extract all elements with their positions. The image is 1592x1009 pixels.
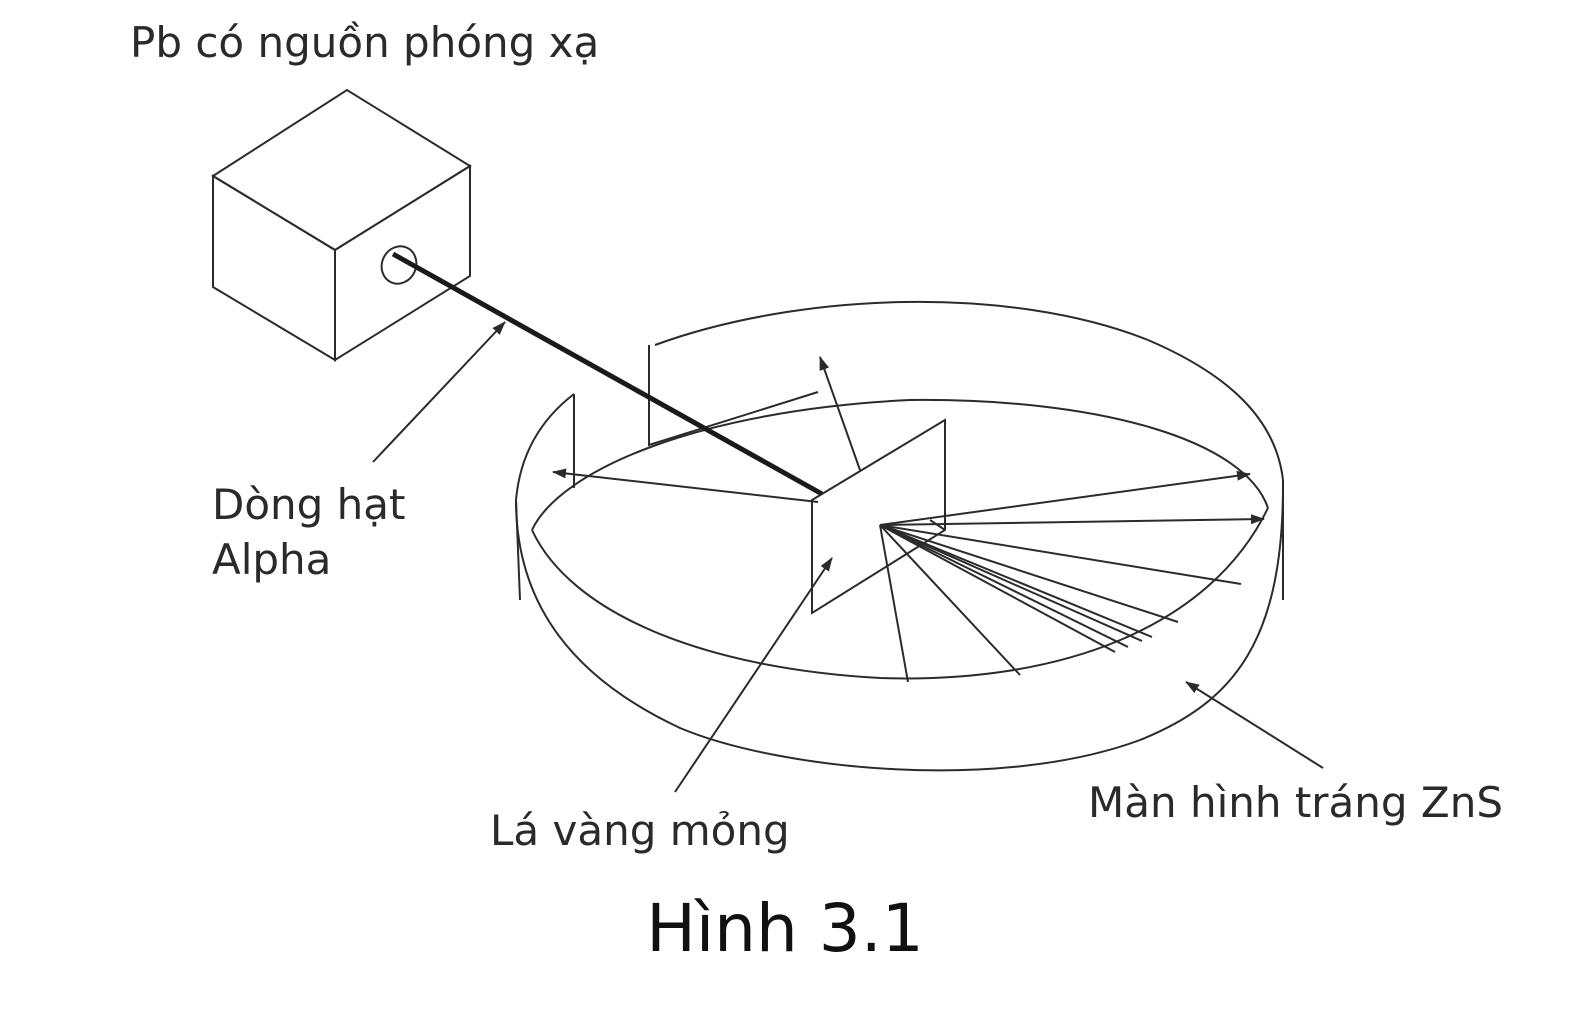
foil-pointer xyxy=(675,557,832,792)
trajectory-small-deflection-2 xyxy=(880,514,1265,525)
lead-box-top-face xyxy=(213,90,470,250)
trajectory-through-4 xyxy=(880,525,1142,641)
trajectory-through-5 xyxy=(880,525,1128,647)
lead-box-front-face xyxy=(335,166,470,360)
slot-right-panel xyxy=(649,345,818,445)
label-alpha-line1: Dòng hạt xyxy=(212,480,406,529)
trajectory-through-1 xyxy=(880,525,1241,584)
trajectory-backscatter-up xyxy=(820,356,860,470)
trajectory-foil-lower xyxy=(930,520,945,530)
screen-back-inner-rim xyxy=(532,400,1268,530)
pointers xyxy=(373,321,1323,792)
zns-screen-front xyxy=(516,480,1283,770)
screen-slot xyxy=(574,345,818,488)
alpha-pointer xyxy=(373,321,505,462)
trajectory-small-deflection-1 xyxy=(880,470,1251,525)
gold-foil xyxy=(812,420,945,613)
label-alpha-beam: Dòng hạt Alpha xyxy=(212,478,406,587)
label-alpha-line2: Alpha xyxy=(212,534,332,584)
screen-pointer xyxy=(1185,682,1323,768)
screen-left-wall-edge xyxy=(516,500,520,600)
trajectory-through-8 xyxy=(880,525,908,682)
label-zns-screen: Màn hình tráng ZnS xyxy=(1088,778,1503,827)
source-aperture xyxy=(376,241,423,290)
trajectory-through-6 xyxy=(880,525,1115,652)
screen-left-upper-rim xyxy=(516,394,574,500)
trajectory-through-2 xyxy=(880,525,1178,622)
trajectory-backscatter-left xyxy=(552,468,818,502)
figure-caption: Hình 3.1 xyxy=(646,890,924,967)
zns-screen-back xyxy=(516,302,1283,530)
trajectory-through-3 xyxy=(880,525,1152,637)
trajectory-through-7 xyxy=(880,525,1020,675)
screen-front-inner-rim xyxy=(532,508,1268,678)
screen-back-upper-rim xyxy=(655,302,1283,480)
screen-outer-bottom-rim xyxy=(516,480,1283,770)
alpha-beam xyxy=(393,254,822,494)
scattered-trajectories xyxy=(552,356,1265,682)
label-lead-source: Pb có nguồn phóng xạ xyxy=(130,18,600,67)
lead-box-left-face xyxy=(213,176,335,360)
label-gold-foil: Lá vàng mỏng xyxy=(490,806,790,855)
lead-box xyxy=(213,90,470,360)
